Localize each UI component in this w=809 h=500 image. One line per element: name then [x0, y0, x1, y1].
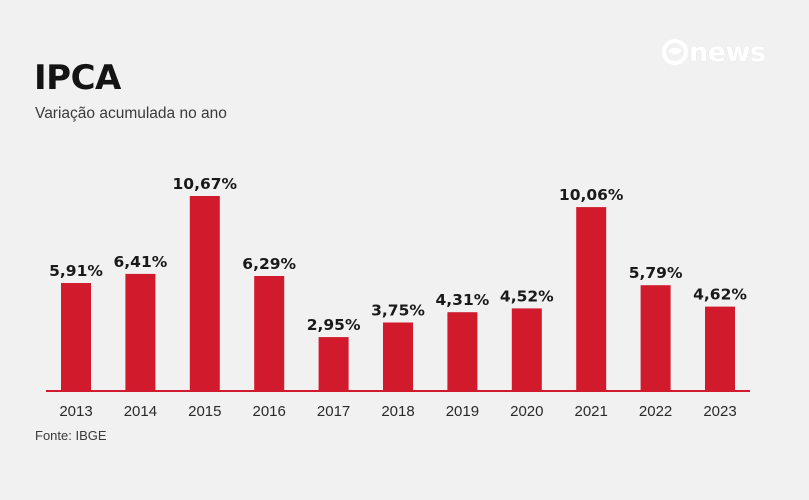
data-label-2015: 10,67%	[173, 175, 238, 193]
bar-2013	[61, 283, 91, 391]
bar-2020	[511, 308, 542, 391]
data-label-2018: 3,75%	[371, 302, 425, 320]
globo-sphere-icon	[662, 39, 688, 65]
data-label-2021: 10,06%	[559, 186, 624, 204]
x-tick-label-2019: 2019	[446, 403, 479, 420]
x-tick-label-2016: 2016	[253, 403, 286, 420]
data-label-2016: 6,29%	[242, 255, 296, 273]
data-label-2019: 4,31%	[436, 291, 490, 309]
chart-title: IPCA	[34, 58, 121, 98]
source-note: Fonte: IBGE	[35, 428, 107, 443]
data-label-2014: 6,41%	[114, 253, 168, 271]
bar-2016	[254, 276, 285, 391]
data-label-2017: 2,95%	[307, 316, 361, 334]
bar-2017	[318, 337, 349, 391]
bar-2023	[705, 306, 735, 391]
bar-2018	[383, 322, 413, 391]
data-label-2020: 4,52%	[500, 287, 554, 305]
x-tick-label-2014: 2014	[124, 403, 157, 420]
data-label-2022: 5,79%	[629, 264, 683, 282]
x-tick-label-2023: 2023	[703, 403, 736, 420]
bar-2021	[576, 207, 607, 391]
x-tick-label-2021: 2021	[575, 403, 608, 420]
x-tick-label-2015: 2015	[188, 403, 221, 420]
bar-2019	[447, 312, 478, 391]
x-tick-label-2022: 2022	[639, 403, 672, 420]
bar-2015	[189, 196, 220, 391]
news-logo: news	[662, 36, 766, 68]
data-label-2023: 4,62%	[693, 286, 747, 304]
x-tick-label-2018: 2018	[381, 403, 414, 420]
data-label-2013: 5,91%	[49, 262, 103, 280]
x-tick-label-2017: 2017	[317, 403, 350, 420]
bar-2022	[640, 285, 671, 391]
chart-subtitle: Variação acumulada no ano	[35, 105, 227, 122]
x-tick-label-2013: 2013	[59, 403, 92, 420]
logo-text: news	[689, 36, 766, 68]
x-tick-label-2020: 2020	[510, 403, 543, 420]
bar-2014	[125, 273, 156, 391]
